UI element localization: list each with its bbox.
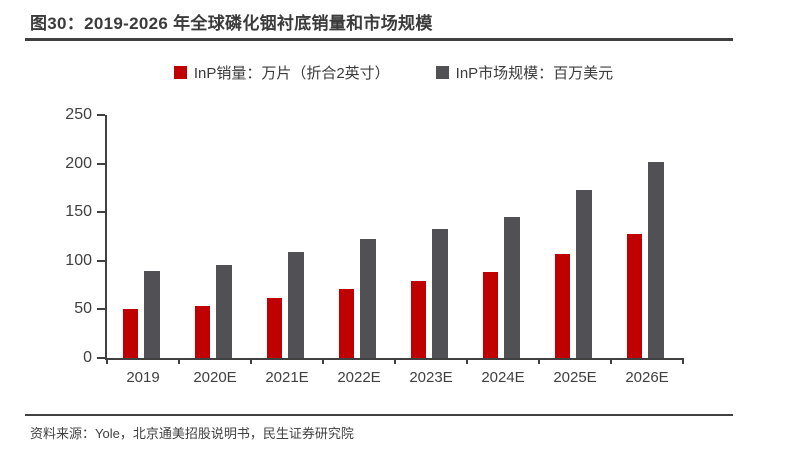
x-category-label: 2026E — [625, 369, 669, 386]
bar-sales-2024E — [483, 272, 498, 358]
legend-swatch-sales-icon — [173, 66, 187, 79]
figure-title: 图30：2019-2026 年全球磷化铟衬底销量和市场规模 — [30, 14, 433, 33]
legend-label-sales: InP销量：万片（折合2英寸） — [193, 65, 390, 82]
bar-sales-2020E — [195, 306, 210, 358]
bar-market-2021E — [288, 252, 304, 358]
bar-market-2025E — [576, 189, 592, 358]
x-category-label: 2019 — [126, 369, 160, 386]
y-axis-line — [105, 115, 107, 360]
bar-market-2026E — [648, 161, 664, 358]
y-tick-label: 0 — [83, 349, 92, 366]
x-tick — [250, 358, 252, 364]
x-category-label: 2021E — [265, 369, 309, 386]
bar-sales-2021E — [267, 297, 282, 358]
bar-market-2022E — [360, 239, 376, 358]
legend-label-market: InP市场规模：百万美元 — [455, 65, 614, 82]
y-tick-label: 100 — [65, 251, 92, 269]
y-tick — [97, 259, 105, 262]
legend-item-sales: InP销量：万片（折合2英寸） — [173, 62, 390, 83]
y-tick-label: 200 — [65, 154, 92, 172]
x-tick — [466, 358, 468, 364]
x-category-label: 2020E — [193, 369, 237, 386]
y-tick-label: 150 — [65, 203, 92, 221]
bar-market-2019 — [144, 271, 160, 358]
footer-divider — [25, 414, 733, 416]
bar-market-2020E — [216, 264, 232, 358]
bar-sales-2025E — [555, 253, 570, 358]
y-tick-label: 50 — [74, 300, 92, 318]
y-tick — [97, 162, 105, 165]
source-note: 资料来源：Yole，北京通美招股说明书，民生证券研究院 — [30, 426, 354, 441]
x-tick — [538, 358, 540, 364]
title-divider — [25, 38, 733, 41]
x-category-label: 2022E — [337, 369, 381, 386]
bar-sales-2022E — [339, 288, 354, 358]
bar-chart: 0 50 100 150 200 250 2019 2020E 2021E 2022E 2023E 2… — [0, 95, 787, 403]
y-tick — [97, 308, 105, 311]
y-tick — [97, 211, 105, 214]
x-category-label: 2023E — [409, 369, 453, 386]
bar-sales-2023E — [411, 281, 426, 358]
bar-sales-2026E — [627, 233, 642, 358]
x-category-label: 2024E — [481, 369, 525, 386]
y-tick-label: 250 — [65, 106, 92, 123]
bar-market-2023E — [432, 228, 448, 358]
x-tick — [682, 358, 684, 364]
legend-swatch-market-icon — [435, 66, 449, 79]
x-tick — [178, 358, 180, 364]
x-category-label: 2025E — [553, 369, 597, 386]
y-tick — [97, 114, 105, 116]
x-tick — [322, 358, 324, 364]
x-tick — [106, 358, 108, 364]
x-tick — [610, 358, 612, 364]
bar-sales-2019 — [123, 309, 138, 358]
bar-market-2024E — [504, 217, 520, 358]
y-tick — [97, 357, 105, 359]
chart-legend: InP销量：万片（折合2英寸） InP市场规模：百万美元 — [0, 62, 787, 83]
legend-item-market: InP市场规模：百万美元 — [435, 62, 614, 83]
x-tick — [394, 358, 396, 364]
